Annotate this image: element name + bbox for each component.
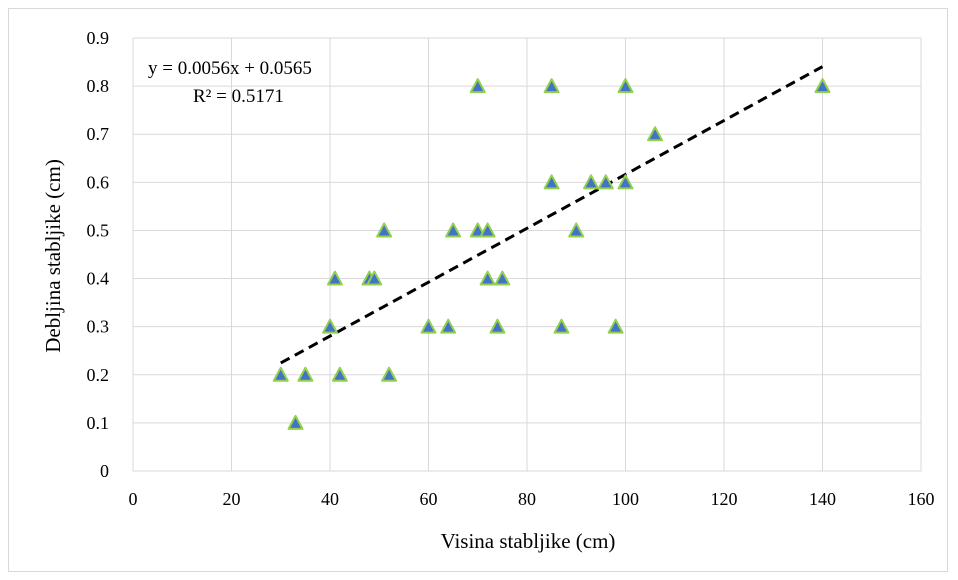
- data-point: [597, 174, 614, 190]
- x-tick-label: 120: [711, 489, 738, 509]
- data-point: [440, 318, 457, 334]
- data-point: [326, 270, 343, 286]
- y-tick-label: 0: [100, 461, 109, 481]
- trendline: [280, 65, 824, 365]
- data-point: [322, 318, 338, 334]
- data-point: [479, 222, 496, 238]
- data-point: [553, 318, 570, 334]
- y-tick-label: 0.4: [87, 269, 110, 289]
- data-point: [617, 78, 634, 94]
- data-point: [445, 222, 462, 238]
- data-point: [494, 270, 511, 286]
- data-point: [543, 78, 560, 94]
- x-axis-title: Visina stabljike (cm): [441, 529, 616, 553]
- x-tick-label: 140: [809, 489, 836, 509]
- data-point: [583, 174, 600, 190]
- data-point: [607, 318, 624, 334]
- data-point: [568, 222, 585, 238]
- y-tick-label: 0.7: [87, 124, 110, 144]
- chart-frame: [8, 8, 948, 572]
- data-point: [479, 270, 496, 286]
- data-point: [617, 174, 634, 190]
- y-tick-label: 0.5: [87, 220, 110, 240]
- data-point: [331, 366, 348, 382]
- data-point: [814, 78, 831, 94]
- data-point: [647, 126, 664, 142]
- y-tick-label: 0.2: [87, 365, 110, 385]
- grid-lines: [132, 37, 922, 472]
- y-tick-label: 0.6: [87, 172, 110, 192]
- y-tick-label: 0.1: [87, 413, 110, 433]
- data-point: [297, 366, 314, 382]
- x-tick-label: 60: [420, 489, 438, 509]
- x-tick-label: 100: [612, 489, 639, 509]
- r-squared-label: R² = 0.5171: [193, 86, 284, 107]
- data-point: [489, 318, 506, 334]
- x-tick-label: 40: [321, 489, 339, 509]
- data-point: [469, 78, 486, 94]
- y-tick-label: 0.3: [87, 317, 110, 337]
- y-tick-labels: 0 0.1 0.2 0.3 0.4 0.5 0.6 0.7 0.8 0.9: [87, 28, 110, 481]
- data-point: [366, 270, 383, 286]
- y-tick-label: 0.8: [87, 76, 110, 96]
- y-axis-title: Debljina stabljike (cm): [41, 159, 65, 353]
- y-tick-label: 0.9: [87, 28, 110, 48]
- x-tick-label: 0: [129, 489, 138, 509]
- data-points: [272, 78, 831, 430]
- data-point: [272, 366, 289, 382]
- data-point: [376, 222, 393, 238]
- x-tick-labels: 0 20 40 60 80 100 120 140 160: [129, 489, 935, 509]
- trendline-equation: y = 0.0056x + 0.0565: [148, 58, 312, 79]
- x-tick-label: 160: [908, 489, 935, 509]
- x-tick-label: 80: [518, 489, 536, 509]
- data-point: [420, 318, 437, 334]
- x-tick-label: 20: [223, 489, 241, 509]
- data-point: [381, 366, 398, 382]
- data-point: [287, 414, 304, 430]
- data-point: [543, 174, 560, 190]
